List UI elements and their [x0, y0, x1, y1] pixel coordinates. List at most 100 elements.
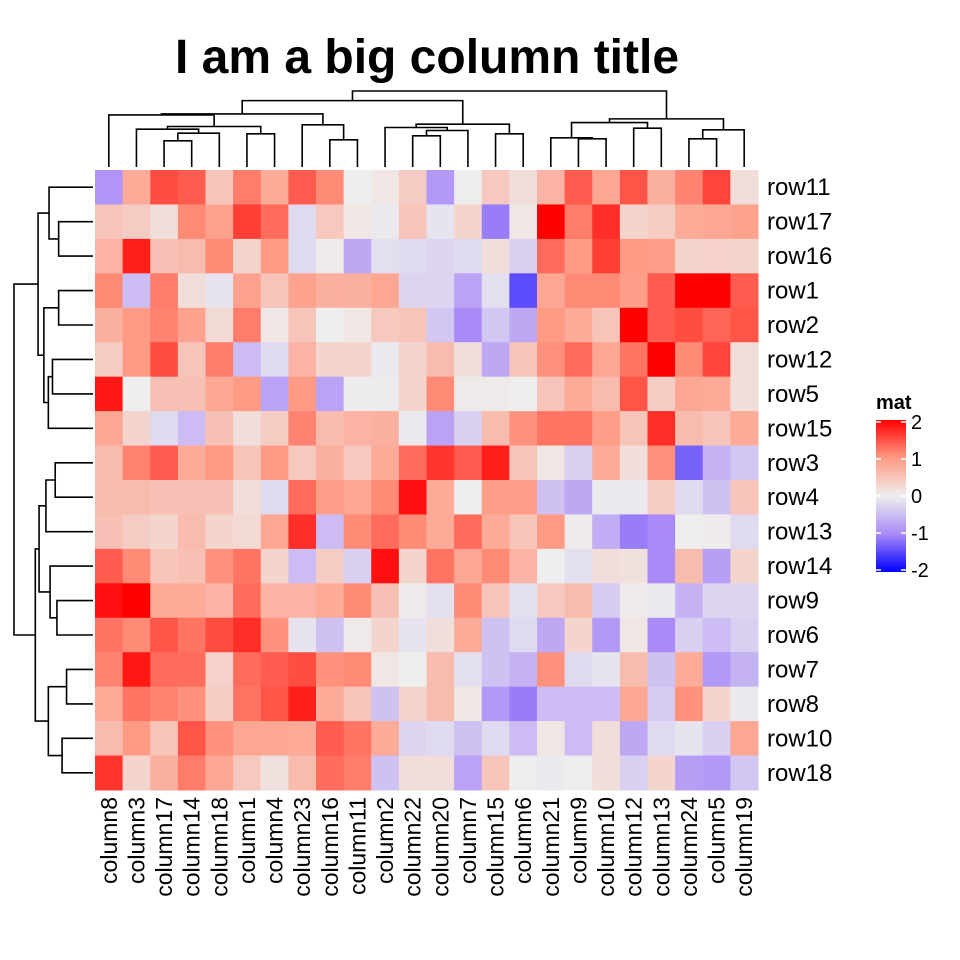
heatmap-cell [371, 445, 400, 481]
heatmap-cell [233, 170, 262, 205]
heatmap-cell [619, 548, 648, 584]
heatmap-cell [95, 480, 124, 515]
heatmap-cell [509, 548, 538, 584]
heatmap-cell [481, 170, 510, 205]
dendrogram-branch [570, 121, 649, 138]
heatmap-cell [260, 583, 289, 619]
heatmap-cell [481, 238, 510, 274]
heatmap-cell [702, 204, 731, 240]
heatmap-cell [454, 480, 483, 515]
heatmap-cell [150, 583, 179, 619]
heatmap-cell [288, 755, 317, 791]
heatmap-cell [426, 480, 455, 515]
row-label: row18 [767, 760, 832, 787]
heatmap-cell [537, 583, 566, 619]
row-label: row2 [767, 312, 819, 339]
heatmap-cell [343, 445, 372, 481]
heatmap-cell [481, 204, 510, 240]
heatmap-cell [177, 652, 206, 688]
heatmap-cell [288, 480, 317, 515]
column-label: column19 [731, 797, 757, 897]
heatmap-body [95, 170, 759, 791]
heatmap-cell [233, 238, 262, 274]
heatmap-cell [122, 170, 151, 205]
heatmap-cell [205, 170, 234, 205]
column-label: column7 [455, 797, 481, 884]
heatmap-cell [509, 376, 538, 412]
heatmap-cell [481, 617, 510, 653]
dendrogram-branch [57, 289, 93, 326]
heatmap-cell [316, 445, 345, 481]
heatmap-cell [95, 755, 124, 791]
heatmap-cell [288, 170, 317, 205]
heatmap-cell [343, 376, 372, 412]
heatmap-cell [95, 376, 124, 412]
heatmap-cell [675, 342, 704, 378]
column-dendrogram [108, 90, 745, 167]
heatmap-cell [233, 583, 262, 619]
heatmap-cell [95, 411, 124, 447]
heatmap-cell [260, 411, 289, 447]
heatmap-cell [205, 514, 234, 550]
heatmap-cell [730, 273, 759, 309]
heatmap-cell [619, 617, 648, 653]
heatmap-cell [371, 617, 400, 653]
heatmap-cell [233, 652, 262, 688]
heatmap-cell [454, 755, 483, 791]
heatmap-cell [150, 273, 179, 309]
row-label: row5 [767, 381, 819, 408]
heatmap-cell [398, 273, 427, 309]
heatmap-cell [592, 376, 621, 412]
heatmap-cell [537, 273, 566, 309]
dendrogram-branch [166, 125, 262, 134]
color-legend: mat 2 1 0 -1 -2 [876, 392, 929, 582]
heatmap-cell [233, 376, 262, 412]
heatmap-cell [509, 273, 538, 309]
column-label: column16 [317, 797, 343, 897]
heatmap-cell [537, 445, 566, 481]
heatmap-cell [675, 755, 704, 791]
heatmap-cell [730, 204, 759, 240]
heatmap-cell [426, 376, 455, 412]
dendrogram-branch [494, 133, 524, 167]
dendrogram-branch [57, 220, 93, 257]
heatmap-cell [426, 617, 455, 653]
heatmap-cell [592, 617, 621, 653]
heatmap-cell [95, 514, 124, 550]
column-label: column12 [621, 797, 647, 897]
heatmap-cell [509, 514, 538, 550]
heatmap-cell [426, 721, 455, 757]
heatmap-cell [177, 307, 206, 343]
heatmap-cell [398, 755, 427, 791]
heatmap-cell [647, 170, 676, 205]
heatmap-cell [647, 514, 676, 550]
heatmap-cell [509, 721, 538, 757]
dendrogram-branch [56, 599, 93, 636]
heatmap-cell [150, 376, 179, 412]
heatmap-cell [702, 238, 731, 274]
heatmap-cell [426, 170, 455, 205]
heatmap-cell [371, 307, 400, 343]
legend-title: mat [876, 392, 912, 414]
heatmap-cell [398, 204, 427, 240]
heatmap-cell [288, 376, 317, 412]
heatmap-cell [509, 617, 538, 653]
heatmap-cell [371, 721, 400, 757]
heatmap-cell [564, 721, 593, 757]
heatmap-cell [592, 652, 621, 688]
heatmap-cell [260, 480, 289, 515]
heatmap-cell [150, 755, 179, 791]
heatmap-cell [260, 721, 289, 757]
column-label: column13 [648, 797, 674, 897]
heatmap-cell [150, 548, 179, 584]
row-label: row1 [767, 278, 819, 305]
heatmap-cell [675, 204, 704, 240]
heatmap-cell [619, 204, 648, 240]
heatmap-cell [260, 617, 289, 653]
column-label: column24 [676, 797, 702, 897]
heatmap-cell [730, 548, 759, 584]
heatmap-cell [426, 273, 455, 309]
heatmap-cell [233, 548, 262, 584]
heatmap-cell [122, 686, 151, 722]
heatmap-cell [371, 342, 400, 378]
